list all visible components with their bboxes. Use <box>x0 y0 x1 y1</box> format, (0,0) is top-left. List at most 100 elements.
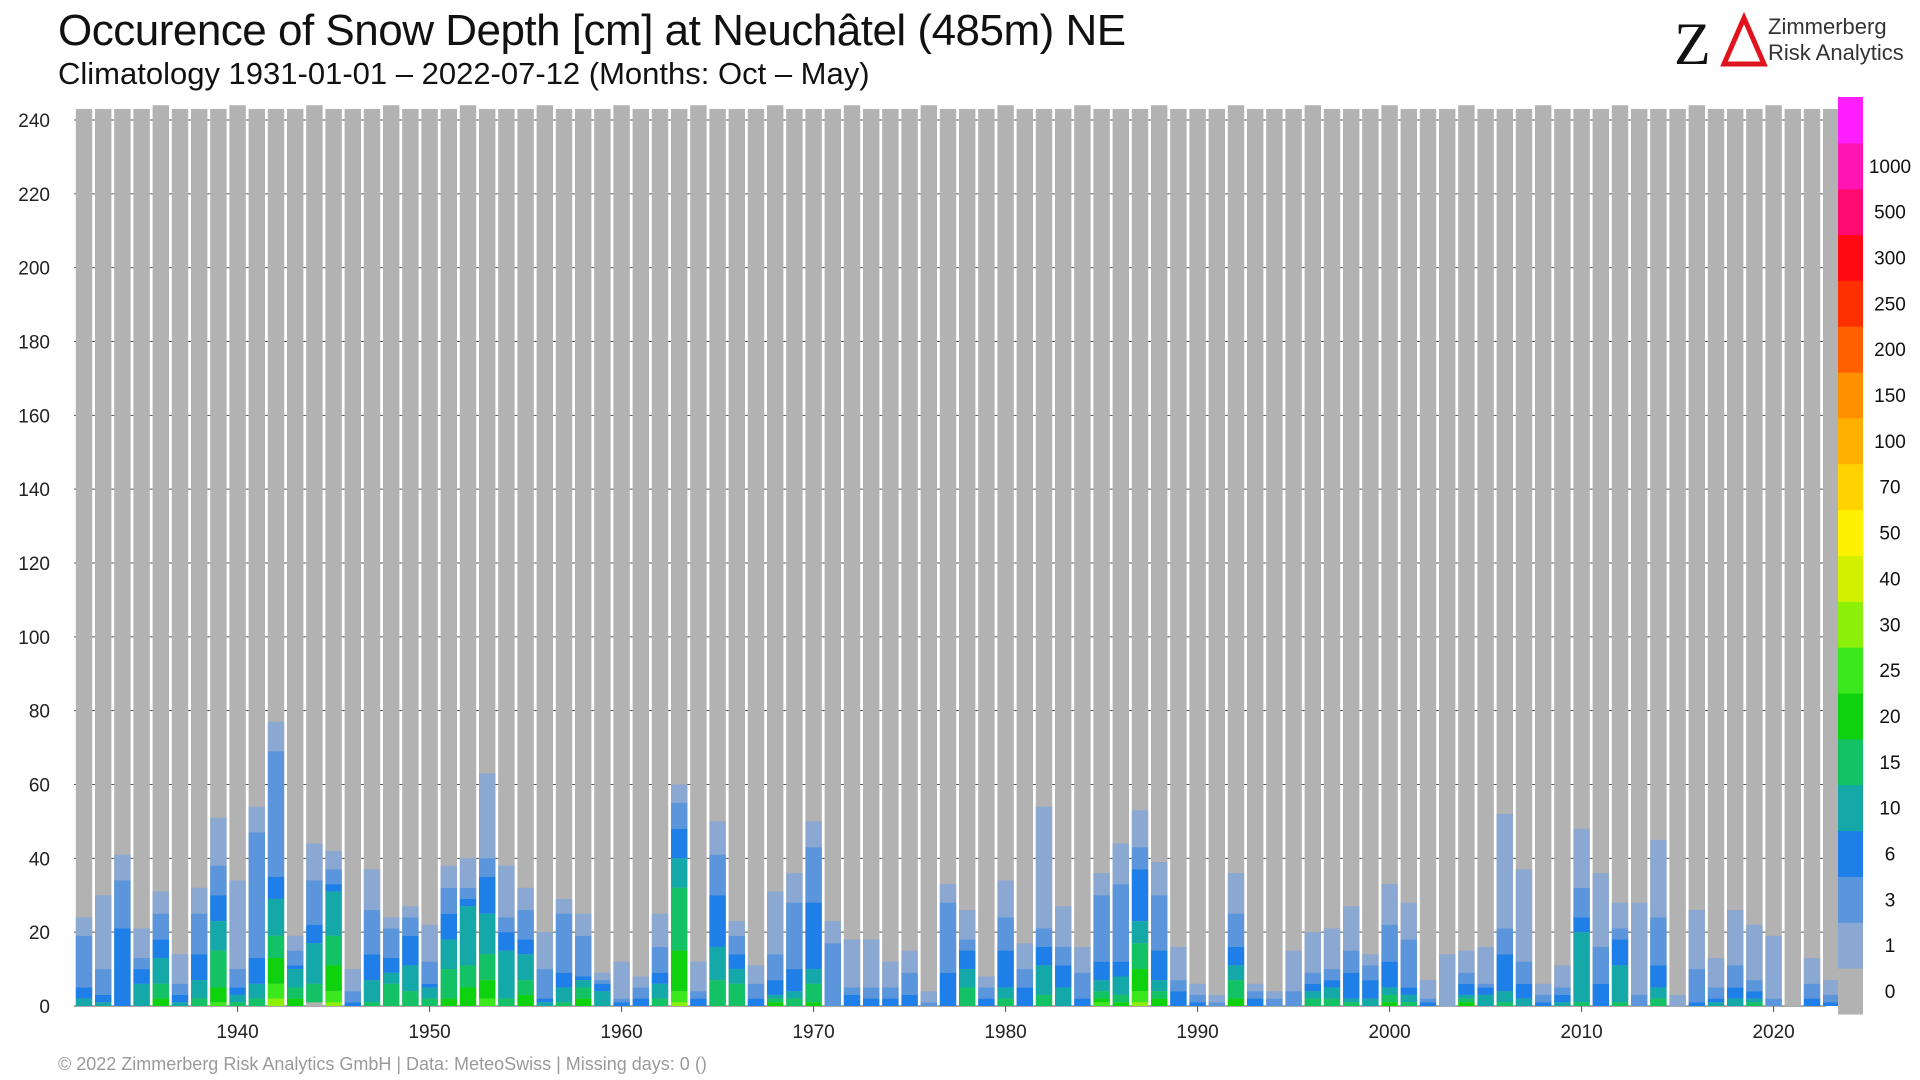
bar-segment-1987-1-3 <box>1131 810 1149 848</box>
bar-segment-2017-10-15 <box>1707 1002 1725 1006</box>
bar-segment-1965-3-6 <box>709 854 726 896</box>
bar-segment-1948-1-3 <box>383 917 400 929</box>
bar-segment-1996-10-15 <box>1304 991 1321 999</box>
bar-season-2011 <box>1592 108 1609 1007</box>
bar-segment-1941-6-10 <box>248 958 265 984</box>
bar-season-1982 <box>1035 108 1053 1007</box>
bar-segment-1959-3-6 <box>594 980 611 984</box>
bar-segment-1970-10-15 <box>805 969 822 984</box>
bar-season-1968 <box>767 105 784 1006</box>
legend-label: 1 <box>1885 936 1896 957</box>
bar-segment-1999-3-6 <box>1362 965 1379 981</box>
bar-segment-1972-3-6 <box>843 987 861 995</box>
bar-segment-1933-1-3 <box>95 895 112 970</box>
bar-segment-1942-3-6 <box>267 751 285 877</box>
bar-segment-1971-1-3 <box>824 921 841 944</box>
bar-segment-1985-25-30 <box>1093 1002 1110 1006</box>
legend-label: 1000 <box>1869 157 1911 178</box>
bar-season-2013 <box>1631 108 1648 1007</box>
bar-segment-1966-6-10 <box>728 954 745 970</box>
legend-label: 10 <box>1879 799 1900 820</box>
bar-segment-1979-6-10 <box>978 998 995 1006</box>
bar-segment-1984-6-10 <box>1074 998 1091 1006</box>
bar-segment-1974-1-3 <box>882 961 899 988</box>
bar-segment-1947-6-10 <box>363 954 381 981</box>
bar-segment-1982-15-20 <box>1035 994 1053 1006</box>
bar-segment-1957-10-15 <box>555 987 573 1003</box>
bar-segment-1944-10-15 <box>306 943 323 984</box>
y-tick-label: 60 <box>29 776 50 797</box>
bar-segment-1944-3-6 <box>306 880 323 925</box>
bar-segment-1976-3-6 <box>920 1002 937 1006</box>
bar-segment-2013-1-3 <box>1631 902 1648 995</box>
bar-segment-1940-10-15 <box>229 994 246 1003</box>
bar-segment-1983-3-6 <box>1055 946 1072 966</box>
bar-segment-1939-1-3 <box>210 817 227 866</box>
bar-season-1961 <box>632 108 649 1007</box>
bar-segment-2007-1-3 <box>1515 869 1533 962</box>
bar-segment-1957-6-10 <box>555 972 573 988</box>
bar-segment-1966-10-15 <box>728 969 745 984</box>
legend-swatch <box>1838 693 1863 740</box>
bar-season-1948 <box>383 105 400 1006</box>
legend-swatch <box>1838 830 1863 877</box>
bar-segment-1955-1-3 <box>517 887 534 911</box>
bar-segment-1936-15-20 <box>152 983 169 999</box>
x-tick-label: 1970 <box>792 1022 834 1043</box>
bar-segment-1969-6-10 <box>786 969 803 992</box>
bar-segment-1964-6-10 <box>690 998 707 1006</box>
bar-segment-1955-20-25 <box>517 994 534 1006</box>
bar-season-1970 <box>805 108 822 1007</box>
bar-segment-2000-6-10 <box>1381 961 1398 988</box>
bar-segment-2006-1-3 <box>1496 814 1513 929</box>
bar-segment-1992-3-6 <box>1227 913 1245 947</box>
bar-segment-2009-3-6 <box>1554 987 1571 995</box>
bar-segment-1990-6-10 <box>1189 1002 1206 1006</box>
bar-segment-1933-6-10 <box>95 994 112 1003</box>
color-legend: 0 1 3 6 10 15 20 25 30 40 50 70 100 150 200 250 300 500 10… <box>1838 97 1911 1015</box>
bar-segment-2019-1-3 <box>1746 924 1763 981</box>
bar-segment-1941-3-6 <box>248 832 265 959</box>
bar-segment-2018-10-15 <box>1727 998 1744 1006</box>
bar-segment-1988-15-20 <box>1151 991 1168 999</box>
bar-segment-1944-15-20 <box>306 983 323 1003</box>
bar-segment-1955-3-6 <box>517 910 534 940</box>
bar-segment-2006-3-6 <box>1496 928 1513 955</box>
bar-segment-1954-15-20 <box>498 998 515 1006</box>
bar-segment-1977-1-3 <box>939 884 957 903</box>
bar-segment-1952-3-6 <box>459 887 477 899</box>
bar-segment-1940-3-6 <box>229 969 246 988</box>
bar-segment-1994-3-6 <box>1266 998 1283 1006</box>
bar-segment-1948-6-10 <box>383 958 400 973</box>
bar-segment-1938-15-20 <box>191 998 208 1006</box>
bar-segment-1977-6-10 <box>939 972 957 1006</box>
bar-segment-1985-3-6 <box>1093 895 1110 962</box>
footer-credit: © 2022 Zimmerberg Risk Analytics GmbH | … <box>58 1054 707 1074</box>
y-tick-label: 200 <box>18 259 50 280</box>
bar-segment-2019-3-6 <box>1746 980 1763 992</box>
bar-segment-1957-1-3 <box>555 898 573 914</box>
bar-segment-1935-6-10 <box>133 969 150 984</box>
bar-segment-1969-1-3 <box>786 873 803 903</box>
bar-segment-1949-1-3 <box>402 906 419 918</box>
bar-segment-1966-3-6 <box>728 935 745 955</box>
bar-segment-1953-1-3 <box>479 773 496 859</box>
bar-season-2000 <box>1381 105 1398 1006</box>
bar-segment-1982-10-15 <box>1035 965 1053 995</box>
bar-segment-1964-1-3 <box>690 961 707 992</box>
bar-segment-2017-1-3 <box>1707 958 1725 988</box>
bar-segment-1977-3-6 <box>939 902 957 973</box>
y-tick-label: 40 <box>29 849 50 870</box>
bar-season-1977 <box>939 108 957 1007</box>
bar-segment-1952-10-15 <box>459 906 477 966</box>
bar-season-2006 <box>1496 108 1513 1007</box>
bar-segment-2001-1-3 <box>1400 902 1417 940</box>
bar-segment-1974-6-10 <box>882 998 899 1006</box>
legend-swatch <box>1838 234 1863 281</box>
legend-label: 300 <box>1874 248 1906 269</box>
bar-segment-1955-10-15 <box>517 954 534 981</box>
bar-season-1987 <box>1131 108 1149 1007</box>
legend-label: 3 <box>1885 890 1896 911</box>
bar-segment-1934-3-6 <box>114 880 131 929</box>
bar-segment-1949-6-10 <box>402 935 419 966</box>
